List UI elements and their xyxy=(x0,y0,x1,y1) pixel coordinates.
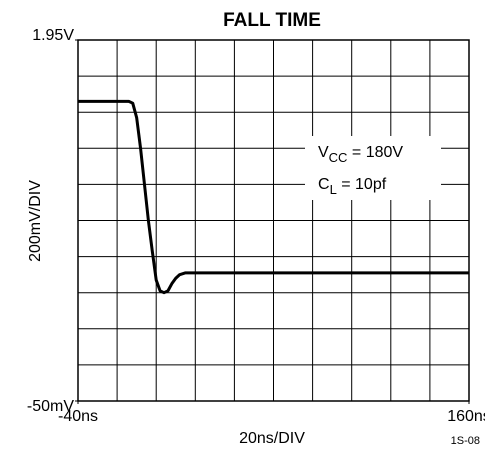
x-tick-label: 160ns xyxy=(447,408,485,425)
annotation: CL = 10pf xyxy=(318,176,387,197)
annotation-rest: = 10pf xyxy=(337,176,387,193)
x-tick-label: -40ns xyxy=(58,408,98,425)
line xyxy=(78,99,469,295)
grid xyxy=(77,39,470,402)
x-axis-label: 20ns/DIV xyxy=(239,430,305,447)
y-tick-label: -50mV xyxy=(27,398,74,415)
y-tick-label: 1.95V xyxy=(32,27,74,44)
annotation-sub: L xyxy=(330,182,337,197)
annotation-text: C xyxy=(318,176,330,193)
annotation-rest: = 180V xyxy=(347,144,403,161)
chart-title: FALL TIME xyxy=(223,10,321,31)
plot-frame xyxy=(77,39,470,402)
figure-code: 1S-08 xyxy=(451,435,480,447)
annotation-sub: CC xyxy=(329,150,348,165)
annotation-box xyxy=(305,136,441,200)
y-axis-label: 200mV/DIV xyxy=(27,180,44,262)
annotation: VCC = 180V xyxy=(318,144,403,165)
annotation-text: V xyxy=(318,144,329,161)
